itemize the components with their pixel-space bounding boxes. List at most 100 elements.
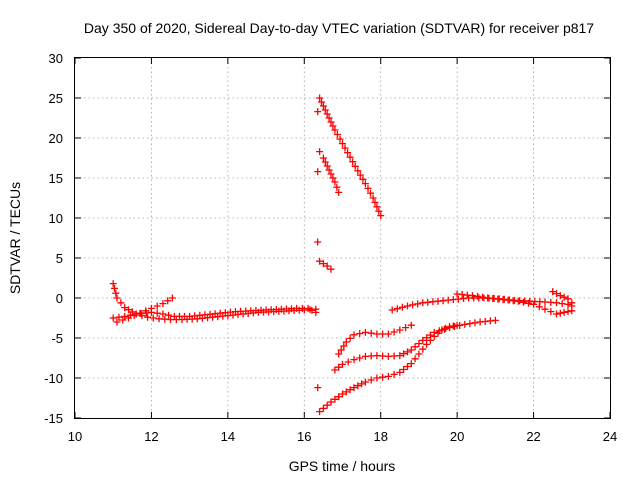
data-point (159, 300, 167, 308)
data-point (407, 360, 415, 368)
data-point (342, 388, 350, 396)
data-point (354, 382, 362, 390)
data-point (333, 131, 341, 138)
data-point (407, 346, 415, 354)
data-point (314, 168, 322, 176)
data-point (314, 238, 322, 246)
data-point (446, 324, 453, 332)
data-point (142, 307, 150, 315)
data-points (109, 94, 576, 416)
data-point (547, 308, 555, 316)
data-point (316, 94, 324, 102)
chart-title: Day 350 of 2020, Sidereal Day-to-day VTE… (84, 20, 594, 36)
data-point (113, 318, 121, 326)
data-point (339, 360, 346, 368)
data-point (371, 198, 379, 206)
data-point (346, 153, 354, 161)
data-point (354, 167, 362, 175)
data-point (321, 106, 329, 114)
data-point (318, 98, 325, 106)
data-point (323, 262, 331, 270)
data-point (568, 307, 576, 315)
data-point (333, 183, 341, 191)
series-7 (316, 321, 461, 416)
data-point (121, 304, 129, 312)
data-point (319, 404, 327, 412)
data-point (375, 207, 383, 215)
data-point (519, 298, 527, 306)
data-point (404, 302, 411, 310)
data-point (556, 292, 564, 300)
series-6 (316, 257, 335, 273)
data-point (128, 308, 136, 316)
x-axis-label: GPS time / hours (289, 458, 396, 474)
data-point (314, 108, 322, 116)
y-tick-label: 0 (56, 291, 63, 306)
data-point (319, 260, 327, 268)
y-tick-label: 30 (49, 51, 63, 66)
data-point (342, 338, 350, 346)
data-point (541, 305, 549, 313)
y-tick-label: 20 (49, 131, 63, 146)
data-point (350, 384, 358, 392)
data-point (356, 330, 364, 338)
data-point (568, 299, 576, 307)
data-point (346, 386, 354, 394)
data-point (350, 331, 358, 339)
data-point (361, 180, 369, 188)
data-point (390, 328, 398, 336)
data-point (560, 308, 568, 316)
grid (75, 58, 610, 418)
y-tick-label: 10 (49, 211, 63, 226)
data-point (337, 346, 345, 354)
data-point (361, 378, 369, 386)
data-point (335, 350, 343, 358)
x-tick-label: 16 (297, 429, 311, 444)
data-point (549, 288, 557, 296)
data-point (109, 280, 117, 288)
data-point (323, 401, 331, 409)
data-point (379, 373, 387, 381)
plot-frame (74, 57, 611, 419)
data-point (367, 329, 375, 337)
data-point (390, 370, 398, 378)
data-point (471, 319, 479, 327)
data-point (514, 297, 522, 305)
data-point (115, 313, 123, 321)
data-point (553, 290, 560, 298)
data-point (466, 320, 474, 328)
data-point (125, 314, 132, 322)
data-point (312, 305, 320, 313)
data-point (331, 395, 339, 403)
data-point (327, 265, 335, 273)
data-point (144, 313, 152, 321)
data-point (560, 293, 568, 301)
data-point (409, 301, 417, 309)
data-point (329, 174, 337, 182)
data-point (136, 309, 144, 317)
series-11 (453, 290, 576, 318)
y-tick-label: -15 (44, 411, 63, 426)
data-point (164, 297, 172, 305)
data-point (147, 304, 155, 312)
data-point (525, 299, 532, 307)
data-point (316, 148, 324, 156)
data-point (400, 366, 408, 373)
data-point (336, 135, 344, 143)
data-point (451, 323, 459, 330)
data-point (117, 299, 125, 307)
data-point (323, 110, 331, 118)
series-9 (335, 321, 415, 358)
data-point (398, 303, 406, 311)
data-point (321, 158, 329, 166)
data-point (153, 302, 161, 310)
data-point (393, 305, 401, 313)
x-tick-label: 10 (68, 429, 82, 444)
data-point (335, 393, 343, 401)
data-point (339, 140, 346, 148)
data-point (319, 154, 327, 162)
data-point (414, 300, 422, 308)
data-point (335, 363, 343, 371)
data-point (325, 114, 333, 122)
